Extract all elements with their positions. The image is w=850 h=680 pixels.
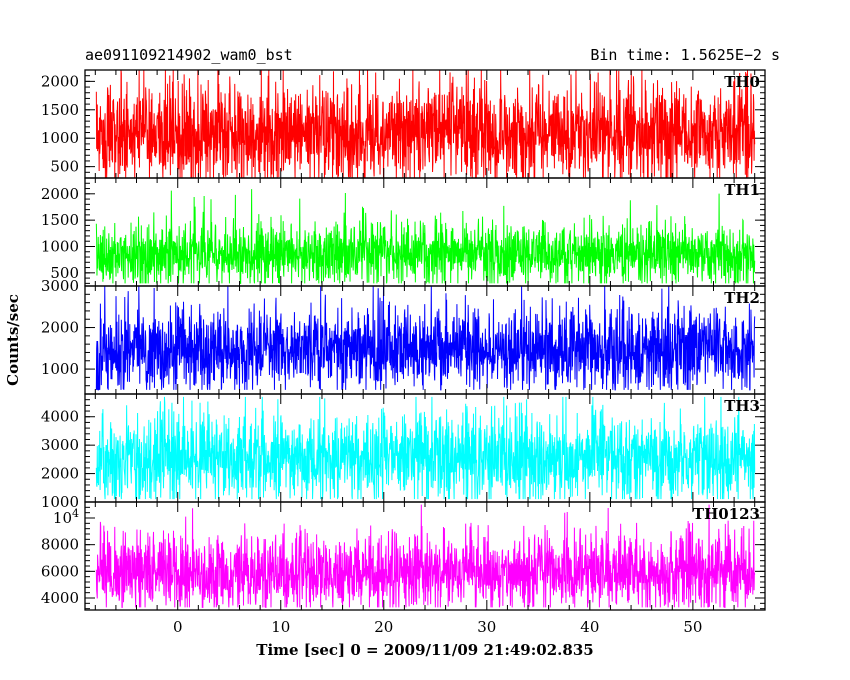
y-tick-label: 2000 <box>41 319 79 337</box>
series-th2-line <box>95 286 756 391</box>
series-th1-line <box>95 189 756 284</box>
panel-label-th0123: TH0123 <box>693 505 760 523</box>
x-tick-label: 0 <box>173 618 183 636</box>
y-tick-label: 500 <box>50 158 79 176</box>
y-tick-label: 4000 <box>41 589 79 607</box>
y-tick-label: 104 <box>53 507 79 527</box>
chart-title-right: Bin time: 1.5625E−2 s <box>590 46 780 64</box>
panel-stack: TH0500100015002000TH1500100015002000TH21… <box>41 69 766 636</box>
series-th3-line <box>95 396 756 500</box>
x-tick-label: 10 <box>271 618 290 636</box>
y-tick-label: 3000 <box>41 277 79 295</box>
x-axis-label: Time [sec] 0 = 2009/11/09 21:49:02.835 <box>256 641 593 659</box>
panel-label-th0: TH0 <box>724 73 760 91</box>
y-tick-label: 1000 <box>41 360 79 378</box>
x-tick-label: 20 <box>374 618 393 636</box>
series-th0-line <box>95 70 756 178</box>
y-tick-label: 6000 <box>41 562 79 580</box>
y-tick-label: 2000 <box>41 465 79 483</box>
y-axis-label: Counts/sec <box>4 294 22 386</box>
y-tick-label: 3000 <box>41 436 79 454</box>
x-tick-label: 30 <box>477 618 496 636</box>
y-tick-label: 1000 <box>41 129 79 147</box>
y-tick-label: 1000 <box>41 237 79 255</box>
y-tick-label: 1500 <box>41 101 79 119</box>
y-tick-label: 2000 <box>41 185 79 203</box>
y-tick-label: 500 <box>50 264 79 282</box>
panel-label-th3: TH3 <box>724 397 760 415</box>
panel-label-th1: TH1 <box>724 181 760 199</box>
y-tick-label: 8000 <box>41 536 79 554</box>
panel-label-th2: TH2 <box>724 289 760 307</box>
y-tick-label: 1500 <box>41 211 79 229</box>
x-tick-label: 50 <box>683 618 702 636</box>
y-tick-label: 1000 <box>41 493 79 511</box>
x-tick-label: 40 <box>580 618 599 636</box>
series-th0123-line <box>95 504 756 608</box>
y-tick-label: 2000 <box>41 72 79 90</box>
y-tick-label: 4000 <box>41 408 79 426</box>
chart-title-left: ae091109214902_wam0_bst <box>85 46 293 64</box>
